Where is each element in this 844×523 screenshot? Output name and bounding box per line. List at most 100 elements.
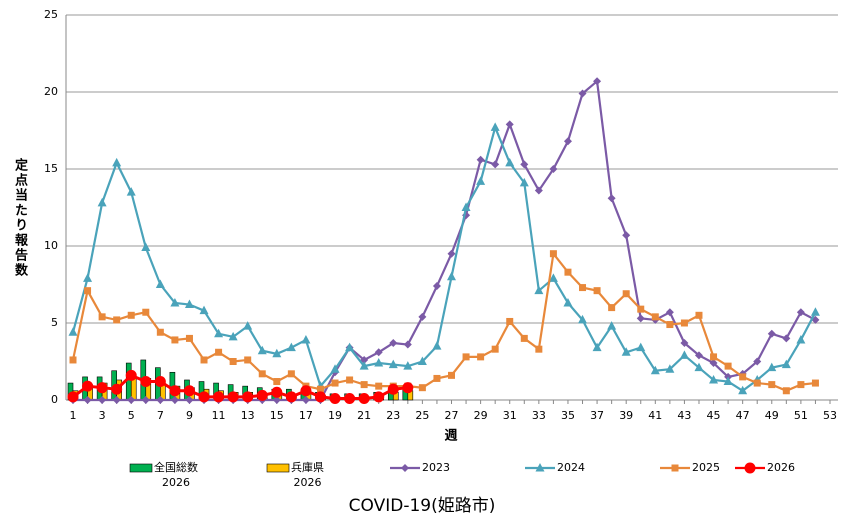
marker xyxy=(782,387,790,395)
marker xyxy=(200,356,208,364)
marker xyxy=(300,385,312,397)
marker xyxy=(506,317,514,325)
marker xyxy=(505,120,514,129)
marker xyxy=(608,304,616,312)
legend-marker xyxy=(671,464,679,472)
marker xyxy=(258,370,266,378)
marker xyxy=(796,308,805,317)
marker xyxy=(694,362,704,372)
x-tick-label: 3 xyxy=(99,409,106,422)
marker xyxy=(155,279,165,288)
legend-label: 兵庫県 2026 xyxy=(291,461,324,489)
marker xyxy=(534,186,543,195)
marker xyxy=(373,391,385,403)
marker xyxy=(621,347,631,356)
marker xyxy=(637,305,645,313)
marker xyxy=(491,160,500,169)
marker xyxy=(432,341,442,350)
marker xyxy=(433,374,441,382)
x-tick-label: 5 xyxy=(128,409,135,422)
marker xyxy=(214,328,224,338)
x-tick-label: 29 xyxy=(474,409,488,422)
x-tick-label: 37 xyxy=(590,409,604,422)
marker xyxy=(171,336,179,344)
marker xyxy=(680,319,688,327)
marker xyxy=(694,351,703,360)
marker xyxy=(375,382,383,390)
marker xyxy=(622,290,630,298)
marker xyxy=(316,385,324,393)
marker xyxy=(331,379,339,387)
marker xyxy=(680,339,689,348)
marker xyxy=(651,313,659,321)
marker xyxy=(374,348,383,357)
marker xyxy=(679,350,689,359)
marker xyxy=(403,340,412,349)
marker xyxy=(244,356,252,364)
marker xyxy=(127,311,135,319)
x-tick-label: 51 xyxy=(794,409,808,422)
marker xyxy=(767,329,776,338)
x-tick-label: 31 xyxy=(503,409,517,422)
bar xyxy=(125,362,132,401)
marker xyxy=(228,331,238,341)
marker xyxy=(387,383,399,395)
marker xyxy=(579,284,587,292)
marker xyxy=(301,396,310,404)
marker xyxy=(96,382,108,394)
x-tick-label: 45 xyxy=(707,409,721,422)
marker xyxy=(84,287,92,295)
marker xyxy=(519,177,529,187)
marker xyxy=(185,334,193,342)
marker xyxy=(666,321,674,329)
marker xyxy=(287,370,295,378)
marker xyxy=(142,308,150,316)
marker xyxy=(97,197,107,207)
x-tick-label: 1 xyxy=(70,409,77,422)
marker xyxy=(345,342,355,352)
marker xyxy=(520,334,528,342)
marker xyxy=(622,231,631,240)
marker xyxy=(242,391,254,403)
marker xyxy=(183,385,195,397)
x-tick-label: 53 xyxy=(823,409,837,422)
marker xyxy=(491,345,499,353)
marker xyxy=(520,160,529,169)
marker xyxy=(418,384,426,392)
marker xyxy=(83,273,93,282)
marker xyxy=(374,358,384,367)
x-tick-label: 35 xyxy=(561,409,575,422)
marker xyxy=(330,364,340,373)
marker xyxy=(549,250,557,258)
marker xyxy=(535,345,543,353)
marker xyxy=(709,374,719,384)
marker xyxy=(418,312,427,321)
legend-label: 2025 xyxy=(692,461,720,474)
marker xyxy=(695,311,703,319)
marker xyxy=(462,353,470,361)
marker xyxy=(447,249,456,258)
marker xyxy=(564,268,572,276)
line xyxy=(72,373,408,400)
marker xyxy=(156,328,164,336)
marker xyxy=(285,391,297,403)
marker xyxy=(578,89,587,98)
marker xyxy=(213,391,225,403)
marker xyxy=(477,353,485,361)
y-tick-label: 10 xyxy=(44,239,58,252)
y-tick-label: 5 xyxy=(51,316,58,329)
marker xyxy=(534,285,544,295)
marker xyxy=(781,359,791,369)
y-tick-label: 25 xyxy=(44,8,58,21)
marker xyxy=(592,342,602,352)
marker xyxy=(229,358,237,365)
line xyxy=(71,251,816,392)
marker xyxy=(490,122,500,131)
marker xyxy=(432,282,441,291)
marker xyxy=(111,383,123,395)
marker xyxy=(154,376,166,388)
marker xyxy=(215,348,223,356)
marker xyxy=(476,155,485,164)
marker xyxy=(607,321,617,330)
